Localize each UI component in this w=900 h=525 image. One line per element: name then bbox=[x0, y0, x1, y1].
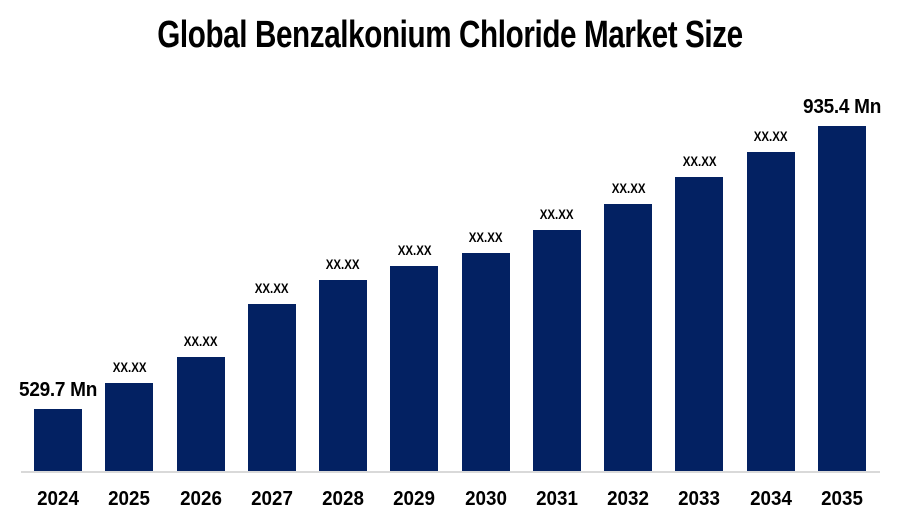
x-tick-label: 2026 bbox=[179, 488, 222, 510]
x-tick-label: 2027 bbox=[250, 488, 293, 510]
bar-column-2027: XX.XX bbox=[247, 280, 296, 471]
bar-value-label: XX.XX bbox=[397, 242, 432, 258]
x-axis-labels: 2024 2025 2026 2027 2028 2029 2030 2031 2032 2033… bbox=[34, 489, 866, 509]
bar bbox=[34, 409, 82, 471]
bar-value-label: XX.XX bbox=[183, 333, 218, 349]
bar-value-label: XX.XX bbox=[539, 206, 574, 222]
bar bbox=[461, 253, 510, 471]
bar bbox=[675, 177, 724, 471]
x-tick-label: 2029 bbox=[393, 488, 436, 510]
bar-value-label: 935.4 Mn bbox=[802, 96, 881, 118]
bar-value-label: XX.XX bbox=[611, 180, 646, 196]
x-tick-label: 2034 bbox=[749, 488, 792, 510]
bar bbox=[319, 280, 368, 471]
bar-value-label: XX.XX bbox=[468, 229, 503, 245]
x-tick-label: 2024 bbox=[37, 488, 79, 510]
bar-column-2024: 529.7 Mn bbox=[19, 380, 97, 471]
bar-column-2032: XX.XX bbox=[604, 180, 653, 471]
x-tick-label: 2025 bbox=[108, 488, 151, 510]
x-tick-label: 2032 bbox=[607, 488, 650, 510]
bar-column-2025: XX.XX bbox=[105, 359, 154, 471]
x-tick-label: 2033 bbox=[678, 488, 721, 510]
bar bbox=[105, 383, 154, 471]
bar-value-label: XX.XX bbox=[682, 153, 717, 169]
bar bbox=[817, 126, 866, 471]
x-tick-label: 2030 bbox=[464, 488, 507, 510]
bar bbox=[390, 266, 439, 471]
bar bbox=[247, 304, 296, 471]
bar-column-2035: 935.4 Mn bbox=[803, 97, 881, 471]
x-tick-label: 2035 bbox=[821, 488, 863, 510]
bar-column-2030: XX.XX bbox=[461, 229, 510, 471]
chart-title: Global Benzalkonium Chloride Market Size bbox=[157, 14, 743, 56]
bar-value-label: XX.XX bbox=[112, 359, 147, 375]
x-tick-label: 2031 bbox=[535, 488, 578, 510]
bar-value-label: XX.XX bbox=[254, 280, 289, 296]
bar-value-label: XX.XX bbox=[753, 128, 788, 144]
bar bbox=[746, 152, 795, 471]
bar bbox=[604, 204, 653, 471]
bar bbox=[532, 230, 581, 471]
bar-column-2029: XX.XX bbox=[390, 242, 439, 471]
x-tick-label: 2028 bbox=[322, 488, 364, 510]
bar-value-label: XX.XX bbox=[326, 256, 360, 272]
bar-column-2028: XX.XX bbox=[319, 256, 368, 471]
x-axis-line bbox=[21, 471, 880, 473]
bar-column-2033: XX.XX bbox=[675, 153, 724, 471]
bar-value-label: 529.7 Mn bbox=[19, 379, 97, 401]
bars-container: 529.7 Mn XX.XX XX.XX XX.XX XX.XX XX.XX XX.XX XX… bbox=[19, 71, 881, 471]
bar-column-2034: XX.XX bbox=[746, 128, 795, 471]
bar bbox=[176, 357, 225, 471]
bar-column-2031: XX.XX bbox=[532, 206, 581, 471]
bar-column-2026: XX.XX bbox=[176, 333, 225, 471]
